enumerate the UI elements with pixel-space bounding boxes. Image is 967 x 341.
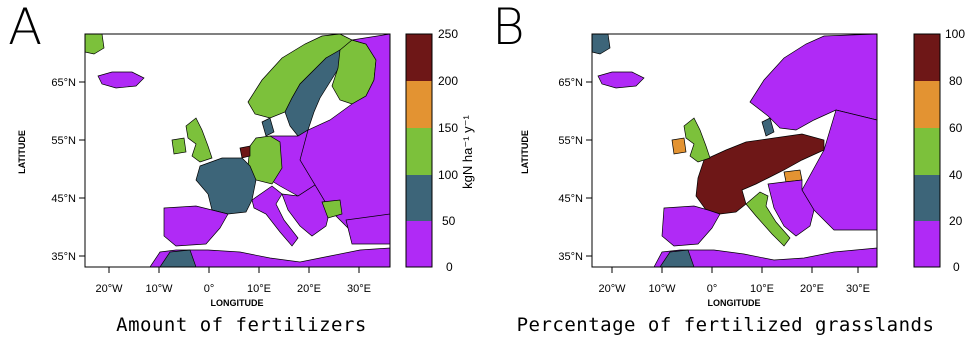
unit-label: kgN ha⁻¹ y⁻¹ [460, 114, 475, 188]
region-north-africa [653, 247, 877, 267]
lon-label: 10°E [247, 283, 271, 295]
panel-a: A [0, 0, 483, 341]
region-morocco [159, 249, 197, 267]
lat-label: 65°N [558, 77, 583, 89]
region-greenland [592, 34, 611, 55]
map-figure: 65°N 55°N 45°N 35°N LATITUDE 20°W 10°W 0… [520, 27, 965, 308]
region-denmark [761, 117, 775, 137]
colorbar-tick: 250 [438, 27, 458, 41]
region-balkans [281, 184, 331, 237]
panel-letter: A [8, 0, 43, 56]
colorbar-swatch [914, 34, 940, 81]
colorbar-swatch [406, 221, 432, 267]
lat-label: 45°N [51, 193, 76, 205]
colorbar-frame [405, 33, 433, 268]
region-uk [683, 117, 711, 163]
region-ireland [171, 137, 187, 155]
region-north-africa [149, 247, 390, 267]
region-ireland [671, 137, 687, 155]
colorbar-tick: 200 [438, 74, 458, 88]
lat-axis: 65°N 55°N 45°N 35°N LATITUDE [520, 77, 592, 263]
lon-axis-title: LONGITUDE [708, 298, 761, 308]
lon-label: 20°W [95, 283, 123, 295]
colorbar-swatch [406, 175, 432, 221]
region-greece [321, 199, 343, 219]
lon-label: 30°E [846, 283, 870, 295]
colorbar-tick: 60 [949, 121, 963, 135]
colorbar-tick: 100 [438, 168, 458, 182]
lon-label: 10°W [648, 283, 676, 295]
colorbar-tick: 150 [438, 121, 458, 135]
lat-label: 55°N [51, 135, 76, 147]
colorbar-swatch [914, 128, 940, 175]
region-iberia [163, 205, 229, 247]
region-east [801, 109, 877, 231]
lon-label: 10°E [750, 283, 774, 295]
colorbar: 250 200 150 100 50 0 kgN ha⁻¹ y⁻¹ [405, 27, 475, 274]
region-iceland [97, 71, 145, 89]
colorbar: 100 80 60 40 20 0 [913, 27, 965, 274]
lat-label: 35°N [51, 251, 76, 263]
region-denmark [261, 117, 275, 137]
lat-label: 35°N [558, 251, 583, 263]
colorbar-swatch [914, 81, 940, 128]
lat-label: 55°N [558, 135, 583, 147]
lon-axis-title: LONGITUDE [211, 298, 264, 308]
region-iberia [661, 205, 721, 247]
lon-label: 10°W [145, 283, 173, 295]
region-italy [745, 191, 791, 247]
colorbar-swatch [406, 81, 432, 128]
region-netherlands [239, 145, 251, 159]
map-figure: 65°N 55°N 45°N 35°N LATITUDE 20°W 10°W 0… [17, 27, 475, 308]
caption: Amount of fertilizers [116, 314, 367, 336]
lat-axis: 65°N 55°N 45°N 35°N LATITUDE [17, 77, 85, 263]
panel-letter: B [492, 0, 525, 56]
region-balkans [767, 179, 815, 237]
lon-axis: 20°W 10°W 0° 10°E 20°E 30°E LONGITUDE [598, 267, 870, 308]
lon-label: 0° [204, 283, 215, 295]
region-uk [185, 117, 213, 163]
lon-label: 30°E [347, 283, 371, 295]
map-frame [84, 33, 391, 268]
colorbar-swatch [406, 128, 432, 175]
colorbar-swatch [406, 34, 432, 81]
lon-axis: 20°W 10°W 0° 10°E 20°E 30°E LONGITUDE [95, 267, 371, 308]
lon-label: 20°E [297, 283, 321, 295]
panel-b: B 65°N 55°N 45°N [484, 0, 967, 341]
region-iceland [597, 71, 645, 89]
region-scandinavia [749, 34, 877, 131]
region-greenland [85, 34, 105, 55]
lon-label: 0° [707, 283, 718, 295]
region-turkey [345, 213, 390, 245]
colorbar-tick: 80 [949, 74, 963, 88]
lat-label: 65°N [51, 77, 76, 89]
caption: Percentage of fertilized grasslands [516, 314, 935, 336]
colorbar-tick: 20 [949, 214, 963, 228]
lat-label: 45°N [558, 193, 583, 205]
lon-label: 20°E [800, 283, 824, 295]
colorbar-frame [913, 33, 941, 268]
colorbar-tick: 40 [949, 168, 963, 182]
lat-axis-title: LATITUDE [520, 130, 530, 174]
colorbar-tick: 0 [953, 260, 960, 274]
map-frame [591, 33, 878, 268]
colorbar-tick: 100 [945, 27, 965, 41]
map-area [85, 34, 390, 267]
colorbar-tick: 50 [442, 214, 456, 228]
region-italy [251, 185, 299, 247]
region-france [195, 157, 257, 215]
colorbar-tick: 0 [446, 260, 453, 274]
region-morocco [659, 249, 695, 267]
lat-axis-title: LATITUDE [17, 130, 27, 174]
map-area [592, 34, 877, 267]
colorbar-swatch [914, 175, 940, 221]
lon-label: 20°W [598, 283, 626, 295]
colorbar-swatch [914, 221, 940, 267]
